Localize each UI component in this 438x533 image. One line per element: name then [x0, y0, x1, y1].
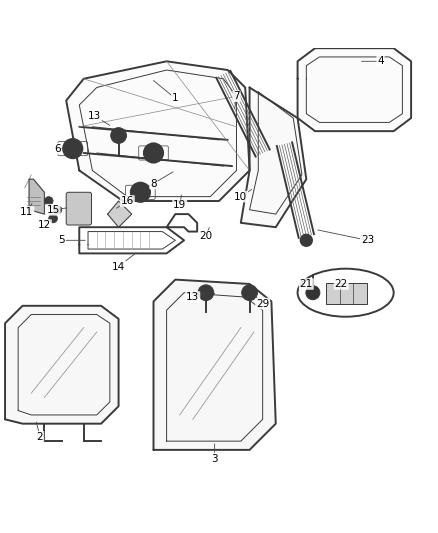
Text: 5: 5 — [59, 235, 65, 245]
Text: 2: 2 — [37, 432, 43, 442]
Polygon shape — [5, 306, 119, 424]
Text: 15: 15 — [46, 205, 60, 215]
FancyBboxPatch shape — [66, 192, 92, 225]
Circle shape — [135, 187, 146, 198]
Polygon shape — [29, 179, 44, 214]
Circle shape — [44, 197, 53, 205]
Text: 29: 29 — [256, 298, 269, 309]
Circle shape — [63, 139, 82, 158]
Text: 21: 21 — [300, 279, 313, 289]
Circle shape — [144, 143, 163, 163]
Text: 19: 19 — [173, 200, 186, 211]
Text: 4: 4 — [377, 56, 384, 66]
Circle shape — [306, 286, 320, 300]
Text: 13: 13 — [88, 111, 101, 121]
Text: 10: 10 — [234, 192, 247, 201]
Text: 20: 20 — [199, 231, 212, 241]
Text: 23: 23 — [361, 235, 374, 245]
Text: 11: 11 — [20, 207, 34, 217]
Circle shape — [49, 214, 57, 223]
FancyBboxPatch shape — [326, 282, 367, 304]
Text: 7: 7 — [233, 91, 240, 101]
Circle shape — [198, 285, 214, 301]
Circle shape — [67, 143, 78, 154]
Text: 12: 12 — [38, 220, 51, 230]
Text: 22: 22 — [335, 279, 348, 289]
Circle shape — [242, 285, 258, 301]
Circle shape — [111, 128, 127, 143]
Circle shape — [131, 183, 150, 202]
Polygon shape — [297, 48, 411, 131]
Circle shape — [148, 148, 159, 158]
Polygon shape — [66, 61, 250, 201]
Polygon shape — [153, 280, 276, 450]
Text: 16: 16 — [121, 196, 134, 206]
Polygon shape — [108, 201, 132, 227]
Polygon shape — [241, 87, 306, 227]
Text: 14: 14 — [112, 262, 125, 271]
Text: 8: 8 — [150, 179, 157, 189]
Text: 6: 6 — [54, 143, 61, 154]
Text: 1: 1 — [172, 93, 179, 103]
Text: 13: 13 — [186, 292, 199, 302]
Text: 3: 3 — [211, 454, 218, 464]
Circle shape — [300, 235, 312, 246]
Circle shape — [53, 205, 62, 214]
